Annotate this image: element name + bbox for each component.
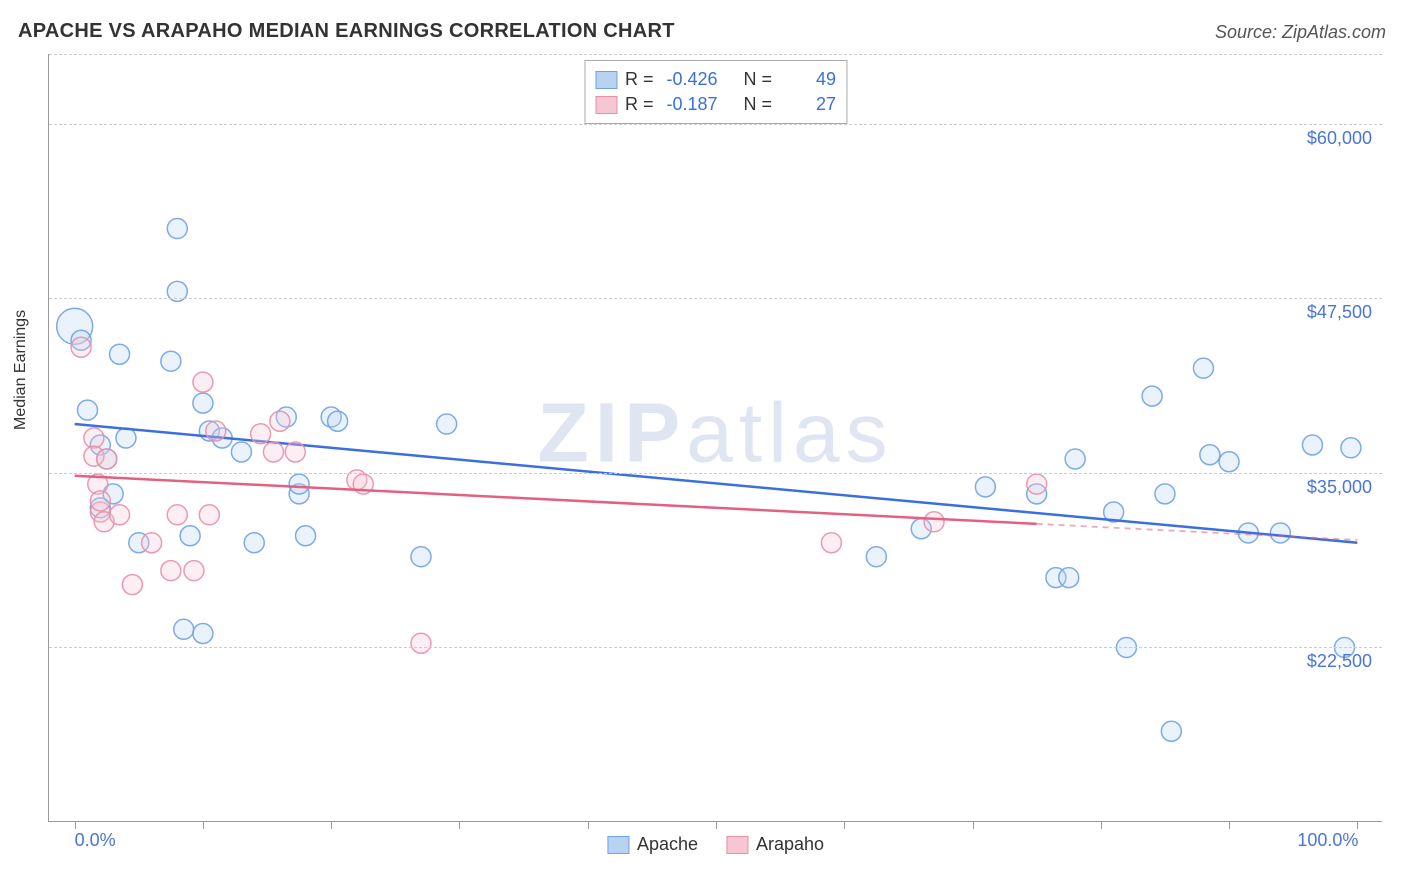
data-point [289,474,309,494]
x-tick [1101,821,1102,829]
legend-item-arapaho: Arapaho [726,834,824,855]
data-point [167,505,187,525]
gridline [49,473,1382,474]
data-point [328,411,348,431]
legend: Apache Arapaho [607,834,824,855]
data-point [263,442,283,462]
data-point [193,393,213,413]
x-tick [331,821,332,829]
data-point [296,526,316,546]
data-point [924,512,944,532]
legend-swatch-apache [607,836,629,854]
data-point [97,449,117,469]
data-point [199,505,219,525]
chart-container: APACHE VS ARAPAHO MEDIAN EARNINGS CORREL… [0,0,1406,892]
gridline [49,124,1382,125]
x-tick [1357,821,1358,829]
data-point [251,424,271,444]
x-tick [203,821,204,829]
data-point [193,623,213,643]
gridline [49,298,1382,299]
stats-r-arapaho: -0.187 [662,94,718,115]
legend-label-arapaho: Arapaho [756,834,824,855]
x-tick [844,821,845,829]
plot-svg [49,54,1383,822]
y-tick-label: $35,000 [1307,477,1372,498]
data-point [1027,474,1047,494]
data-point [1065,449,1085,469]
data-point [1200,445,1220,465]
data-point [1161,721,1181,741]
legend-swatch-arapaho [726,836,748,854]
data-point [270,411,290,431]
data-point [1270,523,1290,543]
y-tick-label: $60,000 [1307,128,1372,149]
data-point [411,547,431,567]
data-point [184,561,204,581]
data-point [110,505,130,525]
stats-row-apache: R = -0.426 N = 49 [595,67,836,92]
data-point [71,337,91,357]
x-tick [75,821,76,829]
data-point [411,633,431,653]
data-point [1302,435,1322,455]
stats-n-arapaho: 27 [780,94,836,115]
data-point [206,421,226,441]
data-point [110,344,130,364]
stats-row-arapaho: R = -0.187 N = 27 [595,92,836,117]
data-point [161,351,181,371]
y-axis-label: Median Earnings [12,310,30,430]
data-point [77,400,97,420]
x-tick [459,821,460,829]
data-point [285,442,305,462]
data-point [244,533,264,553]
data-point [1193,358,1213,378]
x-tick [588,821,589,829]
data-point [122,575,142,595]
stats-n-label: N = [744,69,773,90]
y-tick-label: $22,500 [1307,651,1372,672]
chart-title: APACHE VS ARAPAHO MEDIAN EARNINGS CORREL… [18,20,675,43]
data-point [161,561,181,581]
data-point [975,477,995,497]
data-point [193,372,213,392]
stats-r-label: R = [625,94,654,115]
stats-n-label: N = [744,94,773,115]
stats-n-apache: 49 [780,69,836,90]
data-point [866,547,886,567]
data-point [180,526,200,546]
stats-swatch-apache [595,71,617,89]
stats-r-apache: -0.426 [662,69,718,90]
stats-r-label: R = [625,69,654,90]
gridline [49,647,1382,648]
legend-item-apache: Apache [607,834,698,855]
data-point [1341,438,1361,458]
data-point [84,428,104,448]
data-point [231,442,251,462]
x-tick [973,821,974,829]
data-point [90,491,110,511]
data-point [1059,568,1079,588]
x-tick-label: 100.0% [1297,830,1358,851]
stats-swatch-arapaho [595,96,617,114]
plot-area: ZIPatlas R = -0.426 N = 49 R = -0.187 N … [48,54,1382,822]
data-point [1155,484,1175,504]
data-point [821,533,841,553]
x-tick-label: 0.0% [75,830,116,851]
data-point [167,219,187,239]
data-point [142,533,162,553]
x-tick [1229,821,1230,829]
y-tick-label: $47,500 [1307,302,1372,323]
data-point [1219,452,1239,472]
legend-label-apache: Apache [637,834,698,855]
source-attribution: Source: ZipAtlas.com [1215,22,1386,43]
data-point [1142,386,1162,406]
data-point [174,619,194,639]
data-point [116,428,136,448]
stats-box: R = -0.426 N = 49 R = -0.187 N = 27 [584,60,847,124]
data-point [437,414,457,434]
x-tick [716,821,717,829]
